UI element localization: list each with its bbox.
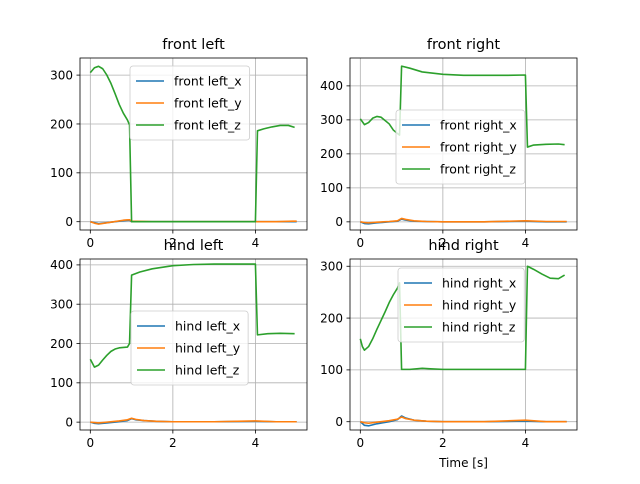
- legend-label: hind left_x: [175, 319, 240, 334]
- y-tick-label: 100: [320, 181, 343, 195]
- legend-box: [397, 267, 525, 343]
- y-tick-label: 200: [50, 117, 73, 131]
- axes-frame: [79, 57, 308, 231]
- series-line-2: [360, 217, 567, 224]
- subplot-4: 0 2 4 0 100 200 300 hind right Time [s] hind righ…: [320, 238, 578, 470]
- subplot-title: hind left: [164, 238, 224, 254]
- legend-label: front right_x: [440, 118, 517, 133]
- y-tick-label: 200: [320, 311, 343, 325]
- y-tick-label: 300: [50, 298, 73, 312]
- x-tick-label: 4: [522, 436, 530, 450]
- legend-label: hind left_z: [175, 363, 240, 378]
- legend-label: front right_z: [440, 162, 516, 177]
- y-tick-label: 400: [50, 258, 73, 272]
- y-tick-label: 200: [50, 337, 73, 351]
- y-tick-label: 300: [320, 260, 343, 274]
- x-tick-label: 4: [252, 436, 260, 450]
- y-tick-label: 0: [65, 415, 73, 429]
- x-tick-label: 0: [86, 436, 94, 450]
- axes-frame: [349, 258, 578, 431]
- x-tick-label: 0: [356, 436, 364, 450]
- y-tick-label: 100: [50, 376, 73, 390]
- x-tick-label: 4: [522, 236, 530, 250]
- subplot-title: hind right: [428, 238, 499, 254]
- series-line-3: [359, 265, 566, 371]
- series-line-3: [89, 65, 295, 223]
- legend-box: [129, 65, 251, 141]
- series-line-3: [359, 65, 565, 148]
- x-tick-label: 4: [252, 236, 260, 250]
- x-tick-label: 0: [356, 236, 364, 250]
- series-line-2: [360, 416, 567, 425]
- x-tick-label: 2: [439, 436, 447, 450]
- legend-label: hind right_x: [442, 276, 516, 291]
- legend-box: [395, 109, 526, 185]
- x-tick-label: 0: [86, 236, 94, 250]
- y-tick-label: 400: [320, 79, 343, 93]
- legend-label: front left_x: [174, 74, 242, 89]
- axes-frame: [79, 258, 308, 431]
- x-tick-label: 2: [169, 436, 177, 450]
- y-tick-label: 300: [50, 68, 73, 82]
- axes-frame: [349, 57, 578, 231]
- series-line-2: [90, 417, 297, 424]
- y-tick-label: 0: [335, 215, 343, 229]
- y-tick-label: 300: [320, 113, 343, 127]
- y-tick-label: 0: [65, 215, 73, 229]
- subplot-2: 0 2 4 0 100 200 300 400 front right front right_x…: [320, 37, 578, 250]
- y-tick-label: 200: [320, 147, 343, 161]
- legend-label: hind right_y: [442, 298, 517, 313]
- subplot-title: front left: [162, 37, 225, 53]
- x-axis-label: Time [s]: [438, 456, 488, 470]
- legend-box: [130, 310, 249, 386]
- legend-label: hind right_z: [442, 320, 516, 335]
- legend-label: front left_y: [174, 96, 242, 111]
- y-tick-label: 100: [320, 363, 343, 377]
- x-tick-label: 2: [439, 236, 447, 250]
- x-tick-label: 2: [169, 236, 177, 250]
- y-tick-label: 0: [335, 415, 343, 429]
- legend-label: front right_y: [440, 140, 517, 155]
- series-line-3: [89, 263, 295, 368]
- subplot-title: front right: [427, 37, 500, 53]
- y-tick-label: 100: [50, 166, 73, 180]
- legend-label: front left_z: [174, 118, 241, 133]
- legend-label: hind left_y: [175, 341, 241, 356]
